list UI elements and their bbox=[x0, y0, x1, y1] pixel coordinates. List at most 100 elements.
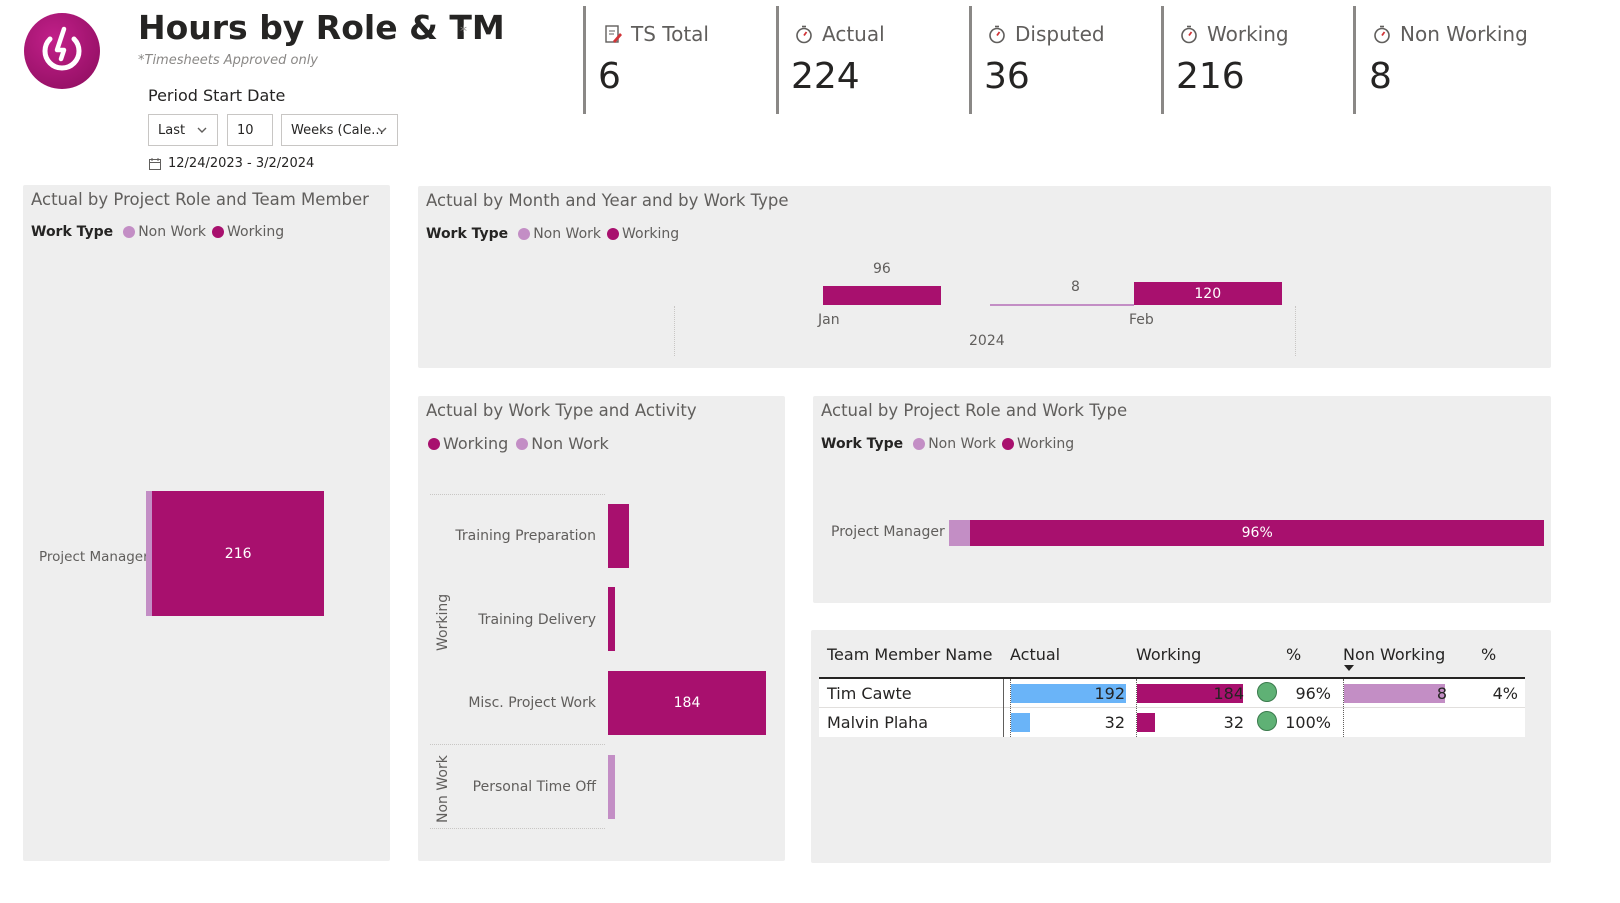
legend-item-working[interactable]: Working bbox=[1017, 436, 1075, 452]
column-header-name[interactable]: Team Member Name bbox=[827, 645, 993, 664]
edit-document-icon bbox=[605, 25, 622, 43]
data-label: 184 bbox=[673, 695, 701, 711]
period-mode-select[interactable]: Last bbox=[148, 114, 218, 146]
kpi-disputed-value: 36 bbox=[984, 56, 1030, 97]
actual-databar bbox=[1011, 713, 1031, 732]
bar-personal-time-off[interactable] bbox=[608, 755, 615, 819]
legend-item-non-work[interactable]: Non Work bbox=[531, 434, 609, 453]
column-header-working[interactable]: Working bbox=[1136, 645, 1202, 664]
cell-actual: 192 bbox=[1094, 684, 1125, 703]
legend-item-working[interactable]: Working bbox=[622, 226, 680, 242]
column-header-actual[interactable]: Actual bbox=[1010, 645, 1061, 664]
title-marker: * bbox=[460, 24, 467, 40]
chart-title: Actual by Work Type and Activity bbox=[426, 401, 697, 420]
role-member-chart[interactable]: Actual by Project Role and Team Member W… bbox=[23, 185, 390, 861]
column-header-non-working-pct[interactable]: % bbox=[1481, 645, 1497, 664]
legend-item-non-work[interactable]: Non Work bbox=[928, 436, 996, 452]
period-unit-select[interactable]: Weeks (Cale... bbox=[281, 114, 398, 146]
data-label: 96% bbox=[1241, 525, 1273, 541]
chart-title: Actual by Project Role and Team Member bbox=[31, 190, 369, 209]
status-ok-icon bbox=[1257, 682, 1277, 702]
cell-non-working: 8 bbox=[1436, 684, 1447, 703]
stopwatch-icon bbox=[989, 25, 1005, 44]
cell-name: Malvin Plaha bbox=[827, 713, 929, 732]
column-separator bbox=[1136, 679, 1137, 737]
group-divider bbox=[430, 828, 605, 829]
axis-divider bbox=[1295, 306, 1296, 356]
legend-swatch-non-work bbox=[123, 226, 136, 238]
legend-item-non-work[interactable]: Non Work bbox=[138, 224, 206, 240]
bar-segment-non-work[interactable] bbox=[146, 491, 153, 616]
chevron-down-icon bbox=[197, 127, 207, 133]
category-label: Personal Time Off bbox=[472, 779, 596, 795]
legend-swatch-working bbox=[212, 226, 224, 238]
group-label-working: Working bbox=[435, 593, 451, 651]
bar-training-delivery[interactable] bbox=[608, 587, 615, 651]
kpi-divider bbox=[776, 6, 779, 114]
kpi-actual-value: 224 bbox=[791, 56, 860, 97]
cell-working-pct: 100% bbox=[1285, 713, 1331, 732]
kpi-disputed-label: Disputed bbox=[987, 22, 1105, 46]
legend-swatch-working bbox=[607, 228, 619, 240]
category-label: Project Manager bbox=[831, 524, 945, 540]
legend-item-working[interactable]: Working bbox=[443, 434, 509, 453]
chart-legend: Work Type Non Work Working bbox=[31, 224, 284, 240]
cell-working-pct: 96% bbox=[1295, 684, 1331, 703]
bar-segment-working[interactable]: 216 bbox=[152, 491, 324, 616]
chart-legend: Work Type Non Work Working bbox=[426, 226, 679, 242]
kpi-working-label: Working bbox=[1179, 22, 1289, 46]
period-count-input[interactable]: 10 bbox=[227, 114, 273, 146]
group-label-non-work: Non Work bbox=[435, 755, 451, 823]
column-header-non-working[interactable]: Non Working bbox=[1343, 645, 1446, 664]
cell-working: 32 bbox=[1223, 713, 1244, 732]
x-tick-label: Feb bbox=[1129, 312, 1154, 328]
date-range: 12/24/2023 - 3/2/2024 bbox=[148, 156, 314, 171]
axis-divider bbox=[674, 306, 675, 356]
app-logo bbox=[24, 13, 100, 89]
legend-swatch-working bbox=[428, 437, 440, 450]
group-divider bbox=[430, 494, 605, 495]
date-range-text: 12/24/2023 - 3/2/2024 bbox=[168, 156, 315, 171]
bar-feb-working[interactable]: 120 bbox=[1134, 282, 1282, 305]
month-worktype-chart[interactable]: Actual by Month and Year and by Work Typ… bbox=[418, 186, 1551, 368]
data-label: 120 bbox=[1194, 285, 1222, 302]
stopwatch-icon bbox=[1374, 25, 1390, 44]
column-separator bbox=[1010, 679, 1011, 737]
column-separator bbox=[1343, 679, 1344, 737]
legend-item-non-work[interactable]: Non Work bbox=[533, 226, 601, 242]
bar-segment-non-work[interactable] bbox=[949, 520, 971, 546]
bar-training-preparation[interactable] bbox=[608, 504, 629, 568]
period-mode-value: Last bbox=[158, 122, 186, 138]
kpi-working-value: 216 bbox=[1176, 56, 1245, 97]
bar-misc-project-work[interactable]: 184 bbox=[608, 671, 766, 735]
non-working-databar bbox=[1344, 684, 1445, 703]
group-divider bbox=[430, 744, 605, 745]
chart-legend: Work Type Non Work Working bbox=[821, 436, 1074, 452]
legend-swatch-non-work bbox=[518, 228, 531, 240]
chart-legend: Working Non Work bbox=[426, 434, 609, 453]
legend-item-working[interactable]: Working bbox=[227, 224, 285, 240]
chart-title: Actual by Project Role and Work Type bbox=[821, 401, 1128, 420]
bar-feb-non-work[interactable] bbox=[990, 304, 1134, 306]
header-rule bbox=[819, 677, 1525, 679]
legend-swatch-non-work bbox=[516, 437, 529, 450]
bar-segment-working[interactable]: 96% bbox=[970, 520, 1544, 546]
cell-name: Tim Cawte bbox=[827, 684, 912, 703]
category-label: Project Manager bbox=[39, 549, 149, 565]
kpi-non-working-label: Non Working bbox=[1372, 22, 1528, 46]
legend-swatch-non-work bbox=[913, 438, 926, 450]
sort-descending-icon[interactable] bbox=[1344, 665, 1354, 671]
team-member-table[interactable]: Team Member Name Actual Working % Non Wo… bbox=[811, 630, 1551, 863]
column-separator bbox=[1003, 679, 1004, 737]
period-count-value: 10 bbox=[237, 122, 254, 138]
chevron-down-icon bbox=[377, 127, 387, 133]
kpi-divider bbox=[1161, 6, 1164, 114]
bar-jan-working[interactable] bbox=[823, 286, 941, 305]
data-label: 216 bbox=[224, 545, 252, 562]
column-header-working-pct[interactable]: % bbox=[1286, 645, 1302, 664]
calendar-icon bbox=[149, 157, 161, 170]
worktype-activity-chart[interactable]: Actual by Work Type and Activity Working… bbox=[418, 396, 785, 861]
legend-title: Work Type bbox=[31, 224, 114, 240]
row-separator bbox=[819, 707, 1525, 708]
role-worktype-chart[interactable]: Actual by Project Role and Work Type Wor… bbox=[813, 396, 1551, 603]
